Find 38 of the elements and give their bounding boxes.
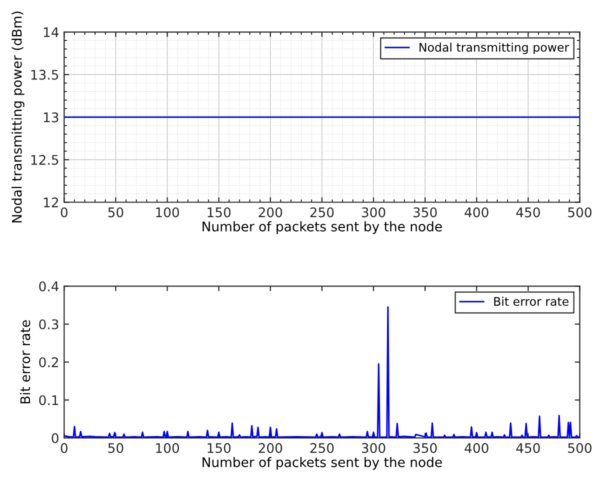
x-tick-label: 450 <box>516 207 540 218</box>
y-tick-label: 12 <box>44 197 58 208</box>
x-tick-label: 250 <box>310 207 334 218</box>
y-tick-label: 0.3 <box>39 319 58 330</box>
x-tick-label: 500 <box>568 443 592 454</box>
legend-label: Bit error rate <box>494 296 568 306</box>
y-tick-label: 12.5 <box>31 154 58 165</box>
x-tick-label: 250 <box>310 443 334 454</box>
y-tick-label: 13 <box>44 112 58 122</box>
x-tick-label: 50 <box>108 443 124 454</box>
x-tick-label: 350 <box>413 443 437 454</box>
x-tick-label: 200 <box>258 443 282 454</box>
x-axis-title: Number of packets sent by the node <box>202 221 442 234</box>
y-tick-label: 0.4 <box>39 281 59 292</box>
y-axis-title: Bit error rate <box>20 320 30 404</box>
x-tick-label: 350 <box>413 207 437 218</box>
x-tick-label: 150 <box>208 207 231 218</box>
x-tick-label: 450 <box>516 443 540 454</box>
x-tick-label: 50 <box>108 207 124 218</box>
x-tick-label: 0 <box>60 207 68 218</box>
x-tick-label: 200 <box>258 207 282 218</box>
x-tick-label: 150 <box>208 443 231 454</box>
y-tick-label: 0.1 <box>39 395 58 406</box>
y-axis-title: Nodal transmitting power (dBm) <box>12 12 24 222</box>
x-tick-label: 100 <box>156 443 179 454</box>
y-tick-label: 0.2 <box>39 357 58 368</box>
x-axis-title: Number of packets sent by the node <box>202 456 442 470</box>
x-tick-label: 400 <box>464 207 488 218</box>
x-tick-label: 300 <box>362 443 386 454</box>
x-tick-label: 0 <box>60 443 68 454</box>
y-tick-label: 13.5 <box>31 70 58 80</box>
y-tick-label: 0 <box>52 433 58 444</box>
y-tick-label: 14 <box>44 27 59 38</box>
legend-label: Nodal transmitting power <box>420 42 570 54</box>
x-tick-label: 300 <box>362 207 386 218</box>
x-tick-label: 400 <box>464 443 488 454</box>
x-tick-label: 500 <box>568 207 592 218</box>
x-tick-label: 100 <box>156 207 179 218</box>
